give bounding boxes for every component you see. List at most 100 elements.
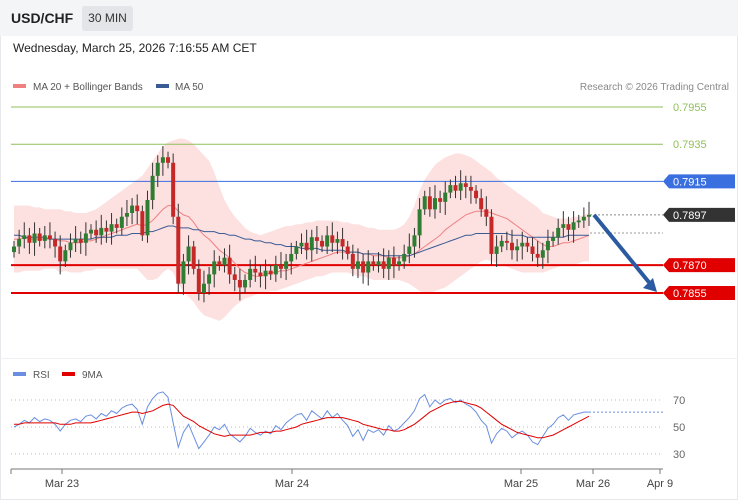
candle-body [232,274,237,280]
ma20-legend-swatch [13,84,26,88]
candle-body [407,246,412,254]
rsi-panel-layer: 30 50 70 [11,391,685,461]
level-tag-support [663,258,735,273]
candle-body [309,237,314,251]
candle-body [212,261,217,275]
ma50-legend-swatch [156,84,169,88]
rsi-tick-label: 50 [673,422,685,434]
candle-body [37,233,42,241]
level-label-support: 0.7870 [673,260,707,272]
candle-body [243,279,248,288]
level-lines-layer: 0.7955 0.7935 0.7915 0.7897 0.7870 0.7855 [11,102,735,300]
x-tick-label: Mar 26 [576,478,610,490]
level-tag-support [663,286,735,300]
ma20-legend-label: MA 20 + Bollinger Bands [33,82,143,93]
candle-body [489,216,494,254]
ma50-legend-label: MA 50 [175,82,204,93]
candle-body [350,253,355,269]
candle-body [571,222,576,230]
candle-body [12,246,16,253]
candle-body [432,198,437,210]
candle-body [361,261,366,273]
candle-body [42,235,47,241]
candle-body [576,220,581,223]
candle-body [448,185,453,193]
candle-body [186,246,191,262]
x-tick-label: Mar 23 [45,478,79,490]
candle-body [171,162,176,217]
candle-body [561,224,566,228]
candle-body [484,209,489,217]
candle-body [494,246,499,254]
candle-body [402,253,407,262]
candles-layer [12,146,591,303]
ma9-legend-swatch [62,372,75,376]
candle-body [124,213,129,217]
candle-body [104,227,109,232]
candle-body [268,270,273,275]
candle-body [207,274,212,284]
candle-body [135,205,140,212]
rsi-tick-label: 70 [673,395,685,407]
candle-body [335,239,340,243]
forecast-arrow-shaft [592,213,654,288]
candle-body [201,283,206,293]
candle-body [397,261,402,266]
candle-body [227,257,232,275]
candle-body [551,237,556,241]
candle-body [540,250,545,258]
candle-body [160,157,165,163]
candle-body [530,246,535,254]
level-tag-pivot [663,174,735,189]
candle-body [53,239,58,247]
candle-body [27,235,32,243]
candle-body [58,246,63,262]
candle-body [237,279,242,288]
candle-body [217,261,222,266]
candle-body [381,261,386,269]
candle-body [47,235,52,240]
rsi-tick-label: 30 [673,449,685,461]
candle-body [566,224,571,230]
candle-body [556,227,561,238]
candle-body [468,186,473,191]
rsi-legend-swatch [13,372,26,376]
x-tick-label: Apr 9 [647,478,673,490]
candle-body [386,257,391,269]
candle-body [325,235,330,247]
candle-body [94,229,99,236]
rsi-legend-label: RSI [33,370,50,381]
candle-body [304,242,309,251]
forecast-arrow-head [643,278,657,292]
candle-body [355,261,360,269]
candle-body [22,235,27,240]
candle-body [499,240,504,247]
candle-body [109,224,114,232]
level-tag-last [663,207,735,222]
candle-body [176,216,181,284]
candle-body [63,250,68,262]
candle-body [248,268,253,280]
candle-body [83,233,88,243]
candle-body [474,190,479,199]
level-label-pivot: 0.7915 [673,176,707,188]
timeframe-button[interactable]: 30 MIN [82,6,133,31]
candle-body [284,261,289,269]
candle-body [145,200,150,236]
candle-body [520,242,525,247]
candle-body [191,246,196,269]
candle-body [515,246,520,251]
header-bar: USD/CHF 30 MIN [0,0,738,36]
level-label-resistance: 0.7935 [673,139,707,151]
candle-body [253,268,258,273]
x-tick-label: Mar 25 [504,478,538,490]
x-axis-layer: Mar 23 Mar 24 Mar 25 Mar 26 Apr 9 [10,468,673,490]
candle-body [581,216,586,221]
candle-body [438,198,443,202]
rsi-line [13,391,589,450]
candle-body [509,242,514,251]
candle-body [89,229,94,234]
candle-body [68,242,73,251]
candle-body [73,239,78,243]
